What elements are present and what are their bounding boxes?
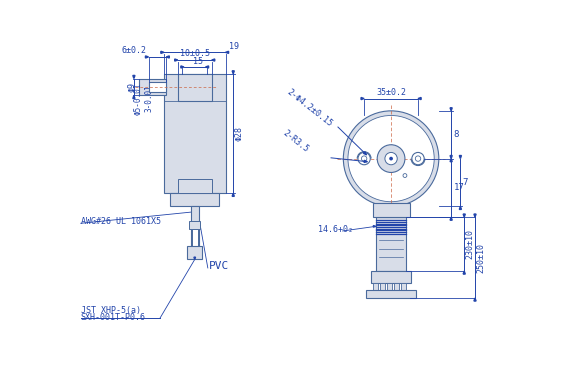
Text: Φ28: Φ28 <box>234 126 244 141</box>
Text: 230±10: 230±10 <box>466 229 475 259</box>
Circle shape <box>358 153 370 165</box>
Bar <box>387 283 392 290</box>
Bar <box>149 82 166 92</box>
Text: 17: 17 <box>453 183 464 192</box>
Text: 7: 7 <box>463 178 468 187</box>
Circle shape <box>415 156 421 161</box>
Polygon shape <box>364 160 367 163</box>
Polygon shape <box>133 76 135 78</box>
Circle shape <box>412 153 424 165</box>
Bar <box>178 179 211 193</box>
Polygon shape <box>205 66 209 68</box>
Bar <box>380 283 385 290</box>
Polygon shape <box>450 217 452 220</box>
Polygon shape <box>161 51 164 54</box>
Polygon shape <box>181 66 184 68</box>
Text: Φ5-0.01: Φ5-0.01 <box>134 82 142 115</box>
Bar <box>371 271 411 283</box>
Bar <box>374 283 378 290</box>
Polygon shape <box>166 56 169 58</box>
Bar <box>191 206 199 248</box>
Polygon shape <box>232 71 234 74</box>
Polygon shape <box>474 298 476 301</box>
Polygon shape <box>418 97 421 100</box>
Polygon shape <box>459 206 462 209</box>
Text: AWG#26 UL 1061X5: AWG#26 UL 1061X5 <box>81 217 161 226</box>
Polygon shape <box>459 155 462 158</box>
Bar <box>366 290 416 298</box>
Bar <box>187 246 203 260</box>
Bar <box>192 229 198 246</box>
Circle shape <box>385 153 397 165</box>
Text: SXH-001T-P0.6: SXH-001T-P0.6 <box>81 314 146 323</box>
Polygon shape <box>226 51 229 54</box>
Circle shape <box>361 156 367 161</box>
Text: 250±10: 250±10 <box>476 243 486 273</box>
Text: 2-R3.5: 2-R3.5 <box>281 128 310 154</box>
Circle shape <box>377 145 405 173</box>
Polygon shape <box>361 97 364 100</box>
Polygon shape <box>463 271 465 274</box>
Text: 2-Φ4.2±0.15: 2-Φ4.2±0.15 <box>286 87 334 128</box>
Polygon shape <box>232 193 234 196</box>
Bar <box>401 283 406 290</box>
Polygon shape <box>474 214 476 217</box>
Text: 6±0.2: 6±0.2 <box>122 46 147 55</box>
Bar <box>170 193 219 206</box>
Polygon shape <box>133 96 135 99</box>
Circle shape <box>343 111 439 206</box>
Circle shape <box>403 174 407 177</box>
Bar <box>139 78 166 96</box>
Polygon shape <box>450 108 452 111</box>
Polygon shape <box>463 214 465 217</box>
Text: 15: 15 <box>193 57 203 66</box>
Bar <box>373 203 410 217</box>
Text: 19: 19 <box>229 42 240 51</box>
Text: 14.6+0₂: 14.6+0₂ <box>318 225 353 234</box>
Text: JST XHP-5(a): JST XHP-5(a) <box>81 306 141 315</box>
Circle shape <box>348 115 434 202</box>
Text: 8: 8 <box>453 130 459 139</box>
Polygon shape <box>211 59 215 61</box>
Text: 35±0.2: 35±0.2 <box>376 88 406 97</box>
Polygon shape <box>450 158 452 162</box>
Text: PVC: PVC <box>209 262 229 272</box>
Polygon shape <box>194 257 196 260</box>
Text: 10±0.5: 10±0.5 <box>180 49 210 58</box>
Polygon shape <box>374 225 376 227</box>
Polygon shape <box>364 152 366 155</box>
Polygon shape <box>145 56 149 58</box>
Text: 3-0.01: 3-0.01 <box>144 85 153 112</box>
Polygon shape <box>450 155 452 158</box>
Text: Φ9: Φ9 <box>128 82 137 92</box>
Bar <box>178 74 211 101</box>
Bar <box>189 221 200 229</box>
Bar <box>164 74 226 193</box>
Bar <box>376 217 407 271</box>
Circle shape <box>390 157 392 160</box>
Polygon shape <box>174 59 178 61</box>
Bar <box>394 283 399 290</box>
